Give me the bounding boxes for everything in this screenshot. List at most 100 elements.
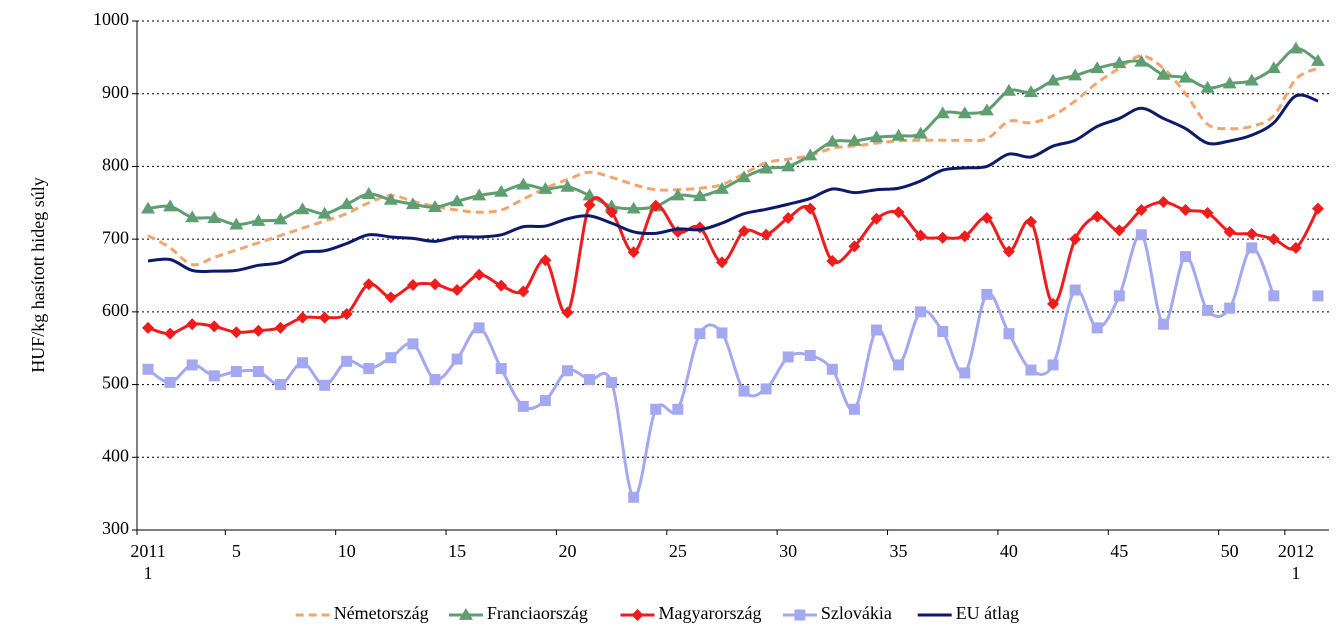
marker-triangle (759, 161, 774, 174)
marker-square (716, 327, 728, 339)
marker-diamond (1025, 215, 1037, 228)
marker-square (760, 383, 772, 395)
marker-square (1202, 304, 1214, 316)
series-line (147, 54, 1319, 267)
marker-square (738, 385, 750, 397)
marker-triangle (1288, 41, 1303, 54)
marker-square (142, 363, 154, 375)
marker-triangle (1310, 53, 1325, 66)
marker-triangle (383, 192, 398, 205)
marker-triangle (494, 184, 509, 197)
marker-triangle (1200, 80, 1215, 93)
y-tick-label: 700 (102, 227, 129, 247)
marker-triangle (935, 106, 950, 119)
marker-square (561, 365, 573, 377)
marker-square (407, 338, 419, 350)
marker-triangle (957, 106, 972, 119)
marker-square (870, 324, 882, 336)
marker-triangle (1112, 56, 1127, 69)
marker-diamond (936, 231, 949, 244)
marker-diamond (340, 308, 353, 321)
marker-triangle (273, 212, 288, 225)
marker-square (208, 370, 220, 382)
marker-square (319, 379, 331, 391)
marker-square (606, 376, 618, 388)
marker-diamond (631, 609, 644, 621)
marker-diamond (406, 278, 419, 291)
marker-triangle (803, 148, 818, 161)
marker-diamond (539, 254, 552, 267)
marker-diamond (1113, 224, 1126, 237)
series-line (147, 47, 1319, 227)
marker-diamond (1311, 202, 1324, 215)
marker-square (1069, 284, 1081, 296)
marker-square (584, 373, 596, 385)
marker-diamond (1179, 204, 1192, 217)
marker-square (794, 609, 806, 621)
marker-diamond (429, 278, 441, 291)
x-tick-label: 20 (558, 541, 577, 561)
x-tick-label: 10 (337, 541, 356, 561)
marker-square (429, 373, 441, 385)
y-tick-label: 300 (102, 518, 129, 538)
marker-square (1180, 251, 1192, 263)
x-tick-label: 45 (1110, 541, 1129, 561)
marker-diamond (318, 311, 331, 324)
marker-square (1091, 322, 1103, 334)
marker-diamond (274, 321, 287, 334)
x-tick-label: 5 (231, 541, 241, 561)
marker-square (804, 349, 816, 361)
marker-diamond (384, 291, 397, 304)
marker-square (915, 306, 927, 318)
marker-diamond (627, 246, 640, 259)
marker-triangle (692, 189, 707, 202)
marker-diamond (230, 326, 243, 339)
marker-square (363, 363, 375, 375)
marker-diamond (1002, 245, 1015, 258)
marker-diamond (1157, 196, 1170, 209)
marker-square (451, 353, 463, 365)
marker-diamond (1245, 228, 1258, 241)
legend-label: Szlovákia (821, 603, 892, 623)
marker-diamond (473, 268, 486, 281)
marker-diamond (1091, 210, 1104, 223)
marker-diamond (296, 311, 309, 324)
marker-triangle (428, 200, 442, 213)
x-tick-label: 25 (668, 541, 687, 561)
marker-diamond (804, 202, 817, 215)
marker-triangle (891, 128, 906, 141)
marker-triangle (1001, 83, 1016, 96)
marker-triangle (626, 201, 641, 214)
marker-triangle (458, 608, 473, 620)
marker-square (628, 491, 640, 503)
marker-diamond (914, 229, 927, 242)
marker-square (274, 379, 286, 391)
legend-label: EU átlag (956, 603, 1019, 623)
marker-triangle (1156, 67, 1171, 80)
marker-triangle (1244, 73, 1259, 86)
y-tick-label: 900 (102, 82, 129, 102)
marker-triangle (1046, 73, 1061, 86)
marker-diamond (1047, 297, 1060, 310)
marker-diamond (451, 284, 464, 297)
marker-triangle (516, 177, 531, 190)
marker-square (893, 359, 905, 371)
marker-triangle (847, 133, 862, 146)
marker-square (1135, 229, 1147, 241)
marker-triangle (1266, 61, 1281, 74)
marker-square (495, 363, 507, 375)
x-tick-label: 50 (1220, 541, 1239, 561)
marker-diamond (715, 256, 728, 269)
y-tick-label: 600 (102, 300, 129, 320)
marker-triangle (229, 217, 244, 230)
marker-triangle (825, 134, 840, 147)
marker-diamond (980, 212, 993, 225)
marker-square (252, 365, 264, 377)
marker-square (650, 403, 662, 415)
marker-triangle (913, 126, 928, 139)
marker-square (539, 395, 551, 407)
marker-triangle (317, 206, 332, 219)
series-line (147, 233, 1276, 499)
marker-square (848, 403, 860, 415)
